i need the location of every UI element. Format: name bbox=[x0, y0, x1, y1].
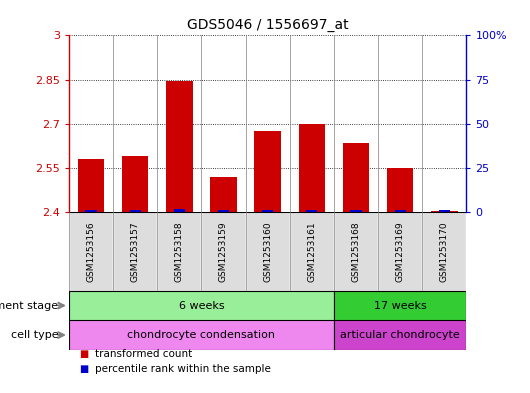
Bar bbox=[166, 81, 192, 212]
Bar bbox=[157, 212, 201, 291]
Bar bbox=[387, 168, 413, 212]
Text: 6 weeks: 6 weeks bbox=[179, 301, 224, 310]
Text: transformed count: transformed count bbox=[95, 349, 192, 359]
Bar bbox=[439, 211, 450, 212]
Bar bbox=[69, 320, 334, 350]
Bar bbox=[290, 212, 334, 291]
Bar bbox=[334, 320, 466, 350]
Bar bbox=[378, 212, 422, 291]
Text: chondrocyte condensation: chondrocyte condensation bbox=[127, 330, 276, 340]
Text: articular chondrocyte: articular chondrocyte bbox=[340, 330, 460, 340]
Bar bbox=[395, 211, 405, 212]
Text: GSM1253161: GSM1253161 bbox=[307, 221, 316, 282]
Text: percentile rank within the sample: percentile rank within the sample bbox=[95, 364, 271, 375]
Text: GSM1253157: GSM1253157 bbox=[131, 221, 139, 282]
Text: GSM1253170: GSM1253170 bbox=[440, 221, 449, 282]
Text: ■: ■ bbox=[80, 364, 89, 375]
Bar bbox=[334, 291, 466, 320]
Bar bbox=[113, 212, 157, 291]
Bar bbox=[69, 212, 113, 291]
Bar bbox=[254, 131, 281, 212]
Bar bbox=[343, 143, 369, 212]
Bar bbox=[130, 211, 140, 212]
Bar bbox=[210, 177, 237, 212]
Text: ■: ■ bbox=[80, 349, 89, 359]
Text: GSM1253169: GSM1253169 bbox=[396, 221, 404, 282]
Text: GSM1253160: GSM1253160 bbox=[263, 221, 272, 282]
Title: GDS5046 / 1556697_at: GDS5046 / 1556697_at bbox=[187, 18, 348, 31]
Bar bbox=[85, 211, 96, 212]
Bar bbox=[306, 211, 317, 212]
Bar bbox=[298, 124, 325, 212]
Text: GSM1253158: GSM1253158 bbox=[175, 221, 184, 282]
Text: GSM1253168: GSM1253168 bbox=[351, 221, 360, 282]
Text: cell type: cell type bbox=[11, 330, 58, 340]
Text: development stage: development stage bbox=[0, 301, 58, 310]
Text: GSM1253159: GSM1253159 bbox=[219, 221, 228, 282]
Bar bbox=[334, 212, 378, 291]
Bar bbox=[218, 211, 229, 212]
Bar bbox=[122, 156, 148, 212]
Bar bbox=[431, 211, 457, 212]
Bar bbox=[245, 212, 290, 291]
Bar bbox=[174, 209, 185, 212]
Bar bbox=[78, 159, 104, 212]
Bar bbox=[262, 211, 273, 212]
Text: 17 weeks: 17 weeks bbox=[374, 301, 427, 310]
Bar bbox=[422, 212, 466, 291]
Bar bbox=[201, 212, 245, 291]
Text: GSM1253156: GSM1253156 bbox=[86, 221, 95, 282]
Bar bbox=[69, 291, 334, 320]
Bar bbox=[350, 211, 361, 212]
